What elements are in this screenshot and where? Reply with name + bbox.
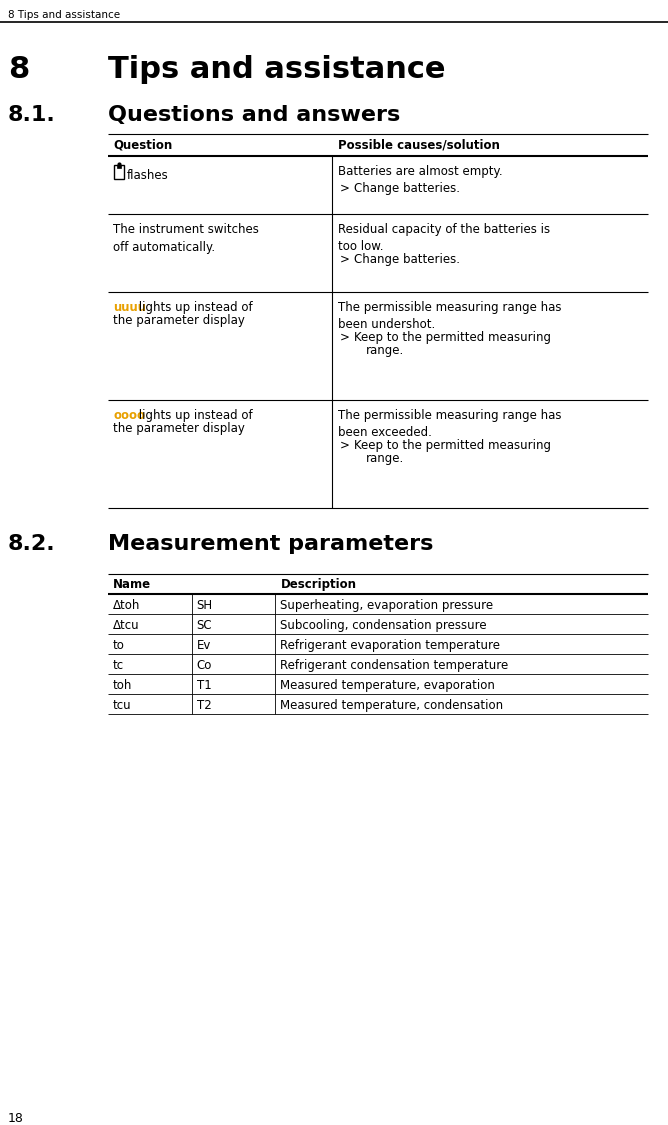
Text: Name: Name xyxy=(113,578,151,591)
Text: 8 Tips and assistance: 8 Tips and assistance xyxy=(8,10,120,20)
Text: 8.1.: 8.1. xyxy=(8,105,55,125)
Text: Change batteries.: Change batteries. xyxy=(354,253,460,266)
Text: >: > xyxy=(340,439,350,452)
Text: lights up instead of: lights up instead of xyxy=(135,410,253,422)
Text: Measured temperature, condensation: Measured temperature, condensation xyxy=(281,699,504,712)
Text: The instrument switches
off automatically.: The instrument switches off automaticall… xyxy=(113,223,259,253)
Text: 8: 8 xyxy=(8,55,29,84)
Text: Measurement parameters: Measurement parameters xyxy=(108,534,434,554)
Text: Tips and assistance: Tips and assistance xyxy=(108,55,446,84)
Text: Measured temperature, evaporation: Measured temperature, evaporation xyxy=(281,680,495,692)
Text: the parameter display: the parameter display xyxy=(113,422,245,435)
Text: >: > xyxy=(340,182,350,195)
Text: Description: Description xyxy=(281,578,357,591)
Text: SH: SH xyxy=(196,598,213,612)
Text: Residual capacity of the batteries is
too low.: Residual capacity of the batteries is to… xyxy=(338,223,550,253)
Text: tc: tc xyxy=(113,659,124,672)
Text: Possible causes/solution: Possible causes/solution xyxy=(338,138,500,151)
Text: Keep to the permitted measuring: Keep to the permitted measuring xyxy=(354,331,551,344)
Text: The permissible measuring range has
been exceeded.: The permissible measuring range has been… xyxy=(338,410,562,440)
Bar xyxy=(117,165,121,168)
Text: The permissible measuring range has
been undershot.: The permissible measuring range has been… xyxy=(338,302,562,332)
Text: Superheating, evaporation pressure: Superheating, evaporation pressure xyxy=(281,598,494,612)
Bar xyxy=(114,165,124,179)
Text: Co: Co xyxy=(196,659,212,672)
Text: Keep to the permitted measuring: Keep to the permitted measuring xyxy=(354,439,551,452)
Text: 18: 18 xyxy=(8,1112,24,1125)
Text: range.: range. xyxy=(366,344,404,357)
Text: 8.2.: 8.2. xyxy=(8,534,55,554)
Text: range.: range. xyxy=(366,452,404,465)
Text: Change batteries.: Change batteries. xyxy=(354,182,460,195)
Text: toh: toh xyxy=(113,680,132,692)
Text: Question: Question xyxy=(113,138,172,151)
Text: Ev: Ev xyxy=(196,639,211,652)
Text: Refrigerant condensation temperature: Refrigerant condensation temperature xyxy=(281,659,508,672)
Text: Refrigerant evaporation temperature: Refrigerant evaporation temperature xyxy=(281,639,500,652)
Text: oooo: oooo xyxy=(113,410,145,422)
Text: >: > xyxy=(340,253,350,266)
Text: >: > xyxy=(340,331,350,344)
Text: T2: T2 xyxy=(196,699,212,712)
Text: uuuu: uuuu xyxy=(113,302,146,314)
Text: Δtcu: Δtcu xyxy=(113,619,140,632)
Text: the parameter display: the parameter display xyxy=(113,314,245,327)
Text: tcu: tcu xyxy=(113,699,132,712)
Text: T1: T1 xyxy=(196,680,212,692)
Text: Batteries are almost empty.: Batteries are almost empty. xyxy=(338,165,503,178)
Text: Δtoh: Δtoh xyxy=(113,598,140,612)
Text: flashes: flashes xyxy=(127,169,169,182)
Text: lights up instead of: lights up instead of xyxy=(135,302,253,314)
Text: Questions and answers: Questions and answers xyxy=(108,105,400,125)
Text: SC: SC xyxy=(196,619,212,632)
Text: to: to xyxy=(113,639,125,652)
Text: Subcooling, condensation pressure: Subcooling, condensation pressure xyxy=(281,619,487,632)
